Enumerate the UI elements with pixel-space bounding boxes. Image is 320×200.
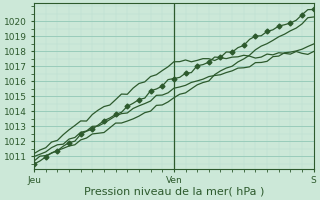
X-axis label: Pression niveau de la mer( hPa ): Pression niveau de la mer( hPa ) bbox=[84, 187, 264, 197]
